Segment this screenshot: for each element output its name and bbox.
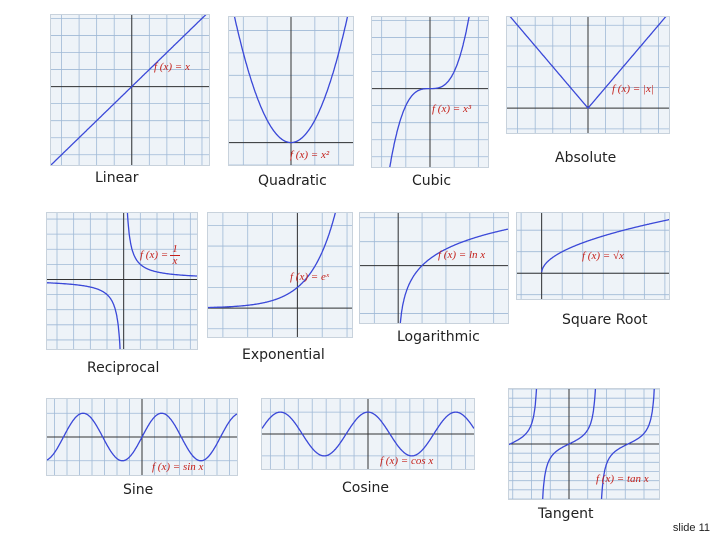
squareroot-curve	[541, 219, 669, 273]
graph-quadratic	[228, 16, 354, 166]
quadratic-curve	[233, 17, 349, 144]
reciprocal-numerator: 1	[170, 243, 180, 256]
squareroot-axes	[517, 213, 669, 299]
quadratic-plot	[229, 17, 353, 165]
cubic-plot	[372, 17, 488, 167]
linear-plot	[51, 15, 209, 165]
linear-equation: f (x) = x	[154, 61, 190, 73]
tangent-caption: Tangent	[538, 506, 594, 522]
reciprocal-denominator: x	[172, 255, 178, 267]
reciprocal-equation: f (x) = 1 x	[140, 244, 180, 267]
tangent-plot	[509, 389, 659, 499]
cosine-caption: Cosine	[342, 480, 390, 496]
reciprocal-equation-lhs: f (x) =	[140, 249, 169, 262]
logarithmic-plot	[360, 213, 508, 323]
cubic-axes	[372, 17, 488, 167]
graph-absolute	[506, 16, 670, 134]
reciprocal-axes	[47, 213, 197, 349]
graph-exponential	[207, 212, 353, 338]
graph-tangent	[508, 388, 660, 500]
absolute-curve	[509, 17, 667, 110]
quadratic-caption: Quadratic	[258, 173, 327, 189]
absolute-caption: Absolute	[555, 150, 617, 166]
absolute-equation: f (x) = |x|	[612, 83, 654, 95]
cosine-plot	[262, 399, 474, 469]
linear-caption: Linear	[95, 170, 139, 186]
absolute-axes	[507, 17, 669, 133]
tangent-equation: f (x) = tan x	[596, 473, 649, 485]
graph-cubic	[371, 16, 489, 168]
linear-curve	[51, 15, 207, 165]
exponential-axes	[208, 213, 352, 337]
reciprocal-curve	[47, 213, 197, 349]
logarithmic-equation: f (x) = ln x	[438, 249, 486, 261]
exponential-equation: f (x) = eˣ	[290, 271, 329, 283]
cubic-equation: f (x) = x³	[432, 103, 472, 115]
cubic-curve	[389, 17, 470, 167]
graph-logarithmic	[359, 212, 509, 324]
exponential-plot	[208, 213, 352, 337]
absolute-plot	[507, 17, 669, 133]
graph-linear	[50, 14, 210, 166]
sine-caption: Sine	[123, 482, 154, 498]
squareroot-equation: f (x) = √x	[582, 250, 624, 262]
cubic-caption: Cubic	[412, 173, 452, 189]
logarithmic-curve	[399, 228, 508, 323]
linear-axes	[51, 15, 209, 165]
logarithmic-caption: Logarithmic	[397, 329, 480, 345]
quadratic-equation: f (x) = x²	[290, 149, 330, 161]
reciprocal-caption: Reciprocal	[87, 360, 160, 376]
sine-plot	[47, 399, 237, 475]
logarithmic-axes	[360, 213, 508, 323]
slide-number: slide 11	[672, 522, 710, 534]
graph-reciprocal	[46, 212, 198, 350]
graph-squareroot	[516, 212, 670, 300]
cosine-equation: f (x) = cos x	[380, 455, 434, 467]
graph-cosine	[261, 398, 475, 470]
graph-sine	[46, 398, 238, 476]
logarithmic-grid	[360, 213, 508, 323]
reciprocal-grid	[47, 213, 197, 349]
exponential-curve	[208, 213, 336, 309]
sine-curve	[47, 412, 237, 462]
cosine-curve	[262, 411, 474, 457]
tangent-curve	[509, 389, 655, 499]
squareroot-plot	[517, 213, 669, 299]
squareroot-caption: Square Root	[562, 312, 648, 328]
sine-equation: f (x) = sin x	[152, 461, 204, 473]
reciprocal-plot	[47, 213, 197, 349]
cosine-axes	[262, 399, 474, 469]
exponential-caption: Exponential	[242, 347, 325, 363]
